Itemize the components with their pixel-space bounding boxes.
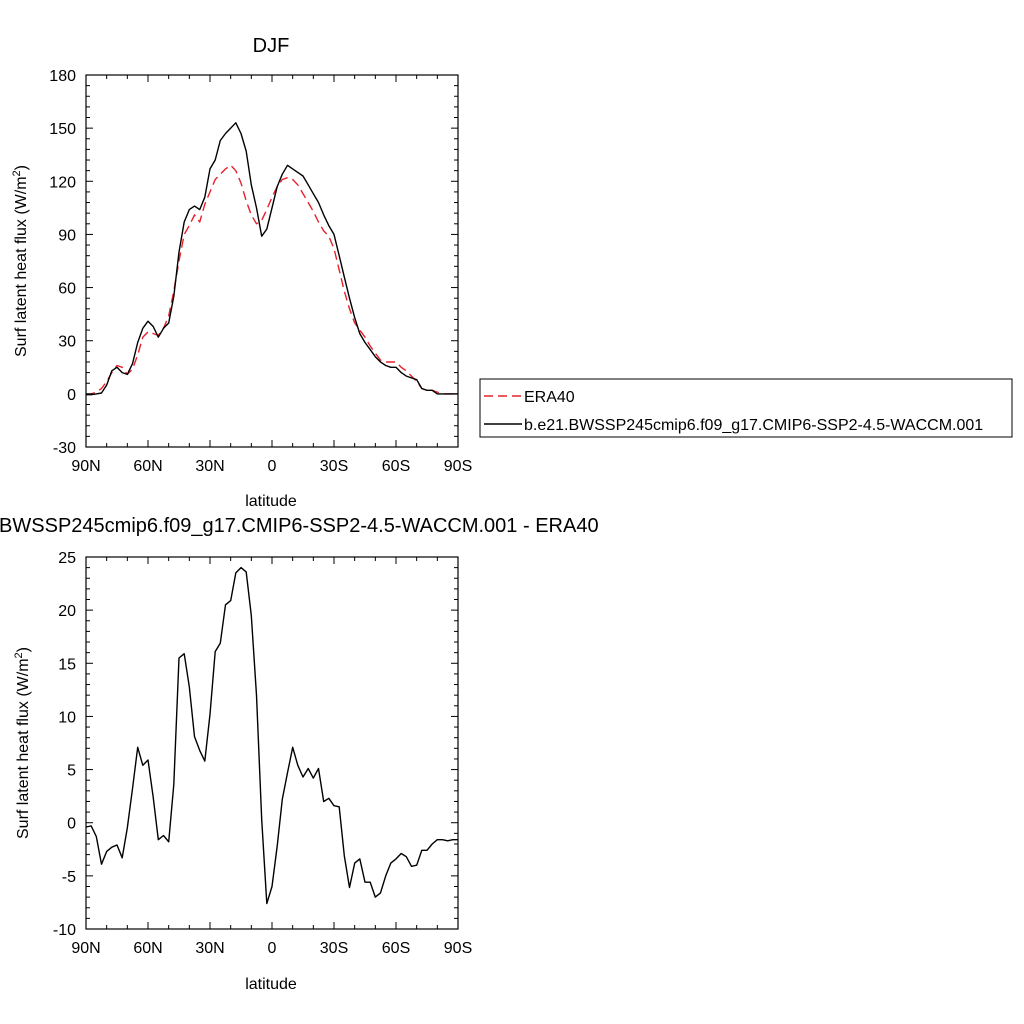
y-tick-label: 10	[58, 709, 76, 726]
y-tick-label: 180	[49, 68, 76, 85]
difference-panel: b.e21.BWSSP245cmip6.f09_g17.CMIP6-SSP2-4…	[0, 515, 599, 993]
y-tick-label: 60	[58, 281, 76, 298]
y-axis-label-text: Surf latent heat flux (W/m	[15, 658, 32, 839]
y-tick-label: 0	[67, 387, 76, 404]
y-axis-label-close: )	[13, 165, 30, 170]
series-line-1	[86, 122, 458, 396]
chart-title: b.e21.BWSSP245cmip6.f09_g17.CMIP6-SSP2-4…	[0, 515, 599, 537]
y-tick-labels: -10 -5 0 5 10 15 20 25	[53, 550, 76, 939]
plot-frame	[85, 556, 459, 930]
legend-label-model: b.e21.BWSSP245cmip6.f09_g17.CMIP6-SSP2-4…	[524, 417, 983, 434]
chart-title: DJF	[253, 35, 290, 57]
x-axis-label: latitude	[245, 976, 297, 993]
legend-label-era40: ERA40	[524, 389, 575, 406]
x-tick-labels: 90N 60N 30N 0 30S 60S 90S	[71, 940, 472, 957]
y-axis-label-text: Surf latent heat flux (W/m	[13, 176, 30, 357]
x-tick-label: 30N	[195, 458, 224, 475]
y-tick-labels: -30 0 30 60 90 120 150 180	[49, 68, 76, 457]
y-tick-label: 0	[67, 816, 76, 833]
x-tick-label: 90S	[444, 458, 472, 475]
x-tick-label: 60S	[382, 940, 410, 957]
y-tick-label: -10	[53, 922, 76, 939]
plot-lines	[85, 566, 458, 905]
x-tick-label: 30S	[320, 940, 348, 957]
y-axis-label: Surf latent heat flux (W/m2)	[11, 165, 30, 357]
series-line-0	[85, 566, 458, 905]
axis-ticks	[85, 74, 459, 448]
y-axis-label: Surf latent heat flux (W/m2)	[13, 647, 32, 839]
y-axis-label-superscript: 2	[13, 652, 25, 658]
y-tick-label: 15	[58, 656, 76, 673]
x-tick-label: 60S	[382, 458, 410, 475]
x-tick-label: 30S	[320, 458, 348, 475]
plot-lines	[86, 122, 458, 396]
y-tick-label: 20	[58, 603, 76, 620]
x-tick-label: 90N	[71, 458, 100, 475]
x-axis-label: latitude	[245, 493, 297, 510]
y-tick-label: -30	[53, 440, 76, 457]
y-tick-label: -5	[62, 869, 76, 886]
y-tick-label: 150	[49, 121, 76, 138]
x-tick-label: 0	[268, 940, 277, 957]
x-tick-label: 90S	[444, 940, 472, 957]
x-tick-labels: 90N 60N 30N 0 30S 60S 90S	[71, 458, 472, 475]
x-tick-label: 30N	[195, 940, 224, 957]
y-axis-label-close: )	[15, 647, 32, 652]
legend-box	[479, 378, 1013, 438]
djf-panel: DJF 90N 60N 30N 0 30S 60S 90S -30 0 30 60 90 120 150…	[11, 35, 472, 510]
y-axis-label-superscript: 2	[11, 170, 23, 176]
axis-ticks	[85, 556, 459, 930]
y-tick-label: 25	[58, 550, 76, 567]
y-tick-label: 90	[58, 227, 76, 244]
y-tick-label: 120	[49, 174, 76, 191]
y-tick-label: 30	[58, 334, 76, 351]
y-tick-label: 5	[67, 763, 76, 780]
plot-frame	[85, 74, 459, 448]
x-tick-label: 60N	[133, 458, 162, 475]
x-tick-label: 90N	[71, 940, 100, 957]
x-tick-label: 0	[268, 458, 277, 475]
legend: ERA40 b.e21.BWSSP245cmip6.f09_g17.CMIP6-…	[479, 378, 1013, 438]
x-tick-label: 60N	[133, 940, 162, 957]
series-line-0	[86, 164, 458, 395]
